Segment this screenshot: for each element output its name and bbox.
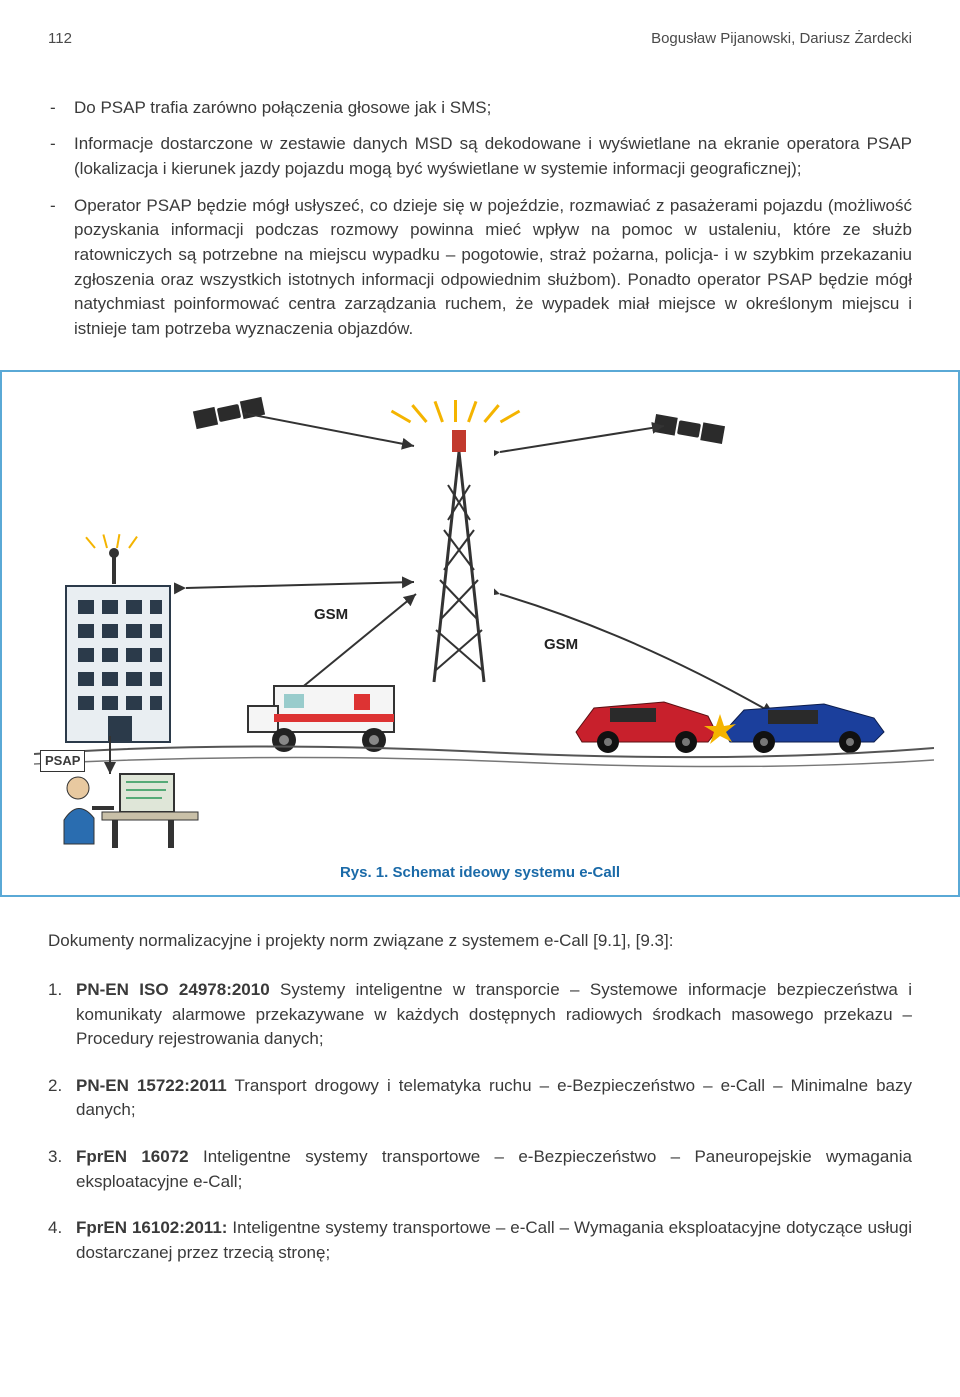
building-icon [58,580,178,758]
document-code: FprEN 16072 [76,1147,189,1166]
figure-frame: GSM GSM [0,370,960,898]
documents-intro: Dokumenty normalizacyjne i projekty norm… [48,929,912,954]
document-item: FprEN 16102:2011: Inteligentne systemy t… [48,1216,912,1265]
page-header: 112 Bogusław Pijanowski, Dariusz Żardeck… [48,28,912,50]
documents-list: PN-EN ISO 24978:2010 Systemy inteligentn… [48,978,912,1266]
bullet-item: Do PSAP trafia zarówno połączenia głosow… [48,96,912,121]
link-arrow-icon [244,406,424,466]
link-arrow-icon [100,734,120,778]
gsm-label: GSM [314,604,348,626]
link-arrow-icon [494,418,674,468]
document-code: PN-EN ISO 24978:2010 [76,980,270,999]
document-code: PN-EN 15722:2011 [76,1076,227,1095]
psap-label: PSAP [40,750,85,773]
ecall-diagram: GSM GSM [14,394,946,854]
cell-tower-icon [424,430,494,690]
page-number: 112 [48,28,72,50]
gsm-label: GSM [544,634,578,656]
psap-operator-icon [48,772,208,860]
figure-caption: Rys. 1. Schemat ideowy systemu e-Call [14,862,946,884]
document-item: PN-EN ISO 24978:2010 Systemy inteligentn… [48,978,912,1052]
document-item: PN-EN 15722:2011 Transport drogowy i tel… [48,1074,912,1123]
document-code: FprEN 16102:2011: [76,1218,227,1237]
document-text: Inteligentne systemy transportowe – e-Be… [76,1147,912,1191]
bullet-item: Informacje dostarczone w zestawie danych… [48,132,912,181]
document-item: FprEN 16072 Inteligentne systemy transpo… [48,1145,912,1194]
header-authors: Bogusław Pijanowski, Dariusz Żardecki [651,28,912,50]
bullet-item: Operator PSAP będzie mógł usłyszeć, co d… [48,194,912,342]
bullet-list: Do PSAP trafia zarówno połączenia głosow… [48,96,912,342]
